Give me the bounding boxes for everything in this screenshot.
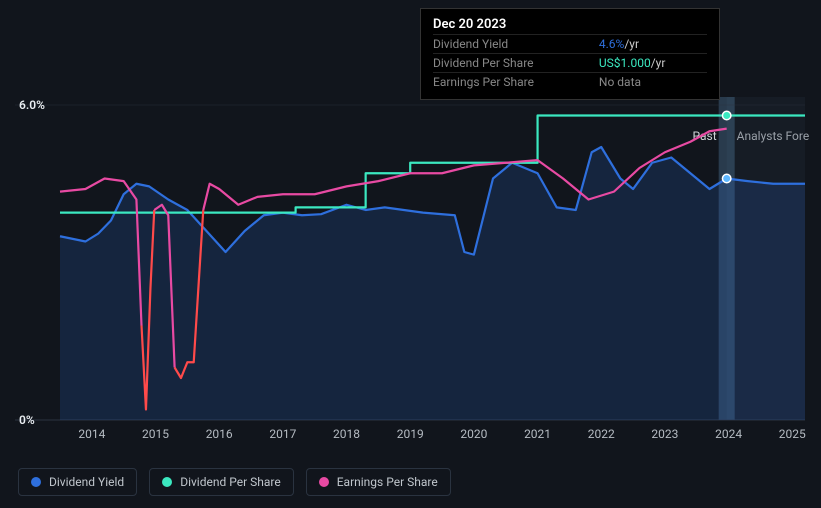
chart-legend: Dividend Yield Dividend Per Share Earnin… bbox=[18, 468, 451, 496]
chart-tooltip: Dec 20 2023 Dividend Yield 4.6%/yr Divid… bbox=[420, 8, 720, 100]
svg-text:2016: 2016 bbox=[206, 427, 233, 441]
svg-text:2021: 2021 bbox=[524, 427, 551, 441]
dividend-chart: 0% 6.0% 2014 2015 2016 2017 2018 2019 2020 2021 20… bbox=[0, 0, 821, 508]
svg-text:2017: 2017 bbox=[269, 427, 296, 441]
svg-text:2025: 2025 bbox=[779, 427, 806, 441]
svg-text:2015: 2015 bbox=[142, 427, 169, 441]
legend-dot-icon bbox=[319, 477, 329, 487]
tooltip-title: Dec 20 2023 bbox=[433, 17, 707, 32]
legend-label: Dividend Yield bbox=[49, 475, 124, 489]
svg-text:2022: 2022 bbox=[588, 427, 615, 441]
svg-text:6.0%: 6.0% bbox=[19, 98, 45, 112]
svg-text:2024: 2024 bbox=[715, 427, 742, 441]
tooltip-row-label: Earnings Per Share bbox=[433, 73, 589, 92]
legend-item-dividend-per-share[interactable]: Dividend Per Share bbox=[149, 468, 294, 496]
svg-text:2018: 2018 bbox=[333, 427, 360, 441]
legend-item-earnings-per-share[interactable]: Earnings Per Share bbox=[306, 468, 451, 496]
svg-text:2014: 2014 bbox=[78, 427, 105, 441]
svg-text:2019: 2019 bbox=[397, 427, 424, 441]
svg-text:2023: 2023 bbox=[651, 427, 678, 441]
legend-dot-icon bbox=[31, 477, 41, 487]
tooltip-row-label: Dividend Yield bbox=[433, 35, 589, 54]
tooltip-row-value: 4.6% bbox=[599, 37, 624, 51]
svg-text:2020: 2020 bbox=[460, 427, 487, 441]
svg-text:Analysts Fore: Analysts Fore bbox=[737, 129, 810, 143]
legend-item-dividend-yield[interactable]: Dividend Yield bbox=[18, 468, 137, 496]
tooltip-row-value: US$1.000 bbox=[599, 56, 651, 70]
tooltip-row-value: No data bbox=[599, 75, 641, 89]
tooltip-row-label: Dividend Per Share bbox=[433, 54, 589, 73]
legend-label: Earnings Per Share bbox=[337, 475, 438, 489]
legend-dot-icon bbox=[162, 477, 172, 487]
svg-text:0%: 0% bbox=[19, 413, 35, 427]
legend-label: Dividend Per Share bbox=[180, 475, 281, 489]
